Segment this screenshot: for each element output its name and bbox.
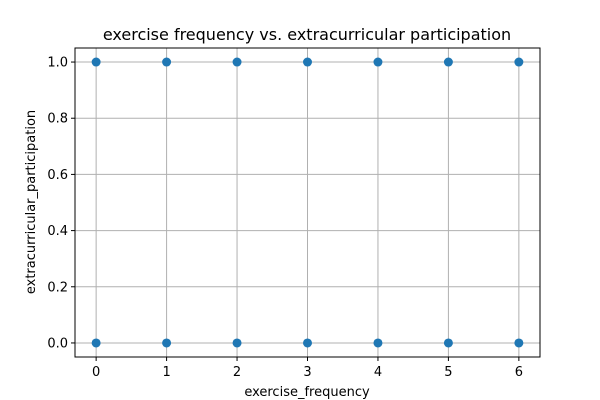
data-point [91, 57, 101, 67]
y-tick-label: 0.6 [47, 168, 68, 183]
x-tick-label: 6 [515, 365, 523, 380]
y-axis-label: extracurricular_participation [24, 110, 39, 294]
data-point [443, 338, 453, 348]
chart-title: exercise frequency vs. extracurricular p… [103, 25, 511, 44]
data-point [232, 57, 242, 67]
x-axis-label: exercise_frequency [244, 385, 370, 400]
y-axis-ticks: 0.0 0.2 0.4 0.6 0.8 1.0 [47, 56, 75, 351]
data-point [91, 338, 101, 348]
data-point [373, 57, 383, 67]
y-tick-label: 0.0 [47, 336, 68, 351]
data-point [162, 57, 172, 67]
x-axis-ticks: 0 1 2 3 4 5 6 [92, 357, 523, 380]
data-point [232, 338, 242, 348]
data-points [91, 57, 524, 348]
x-tick-label: 5 [444, 365, 452, 380]
data-point [514, 338, 524, 348]
x-tick-label: 1 [162, 365, 170, 380]
x-tick-label: 4 [374, 365, 382, 380]
y-tick-label: 1.0 [47, 56, 68, 71]
data-point [373, 338, 383, 348]
data-point [514, 57, 524, 67]
y-tick-label: 0.2 [47, 280, 68, 295]
y-tick-label: 0.4 [47, 224, 68, 239]
data-point [303, 57, 312, 67]
data-point [303, 338, 312, 348]
x-tick-label: 0 [92, 365, 100, 380]
data-point [443, 57, 453, 67]
x-tick-label: 2 [233, 365, 241, 380]
y-tick-label: 0.8 [47, 112, 68, 127]
x-tick-label: 3 [303, 365, 311, 380]
data-point [162, 338, 172, 348]
